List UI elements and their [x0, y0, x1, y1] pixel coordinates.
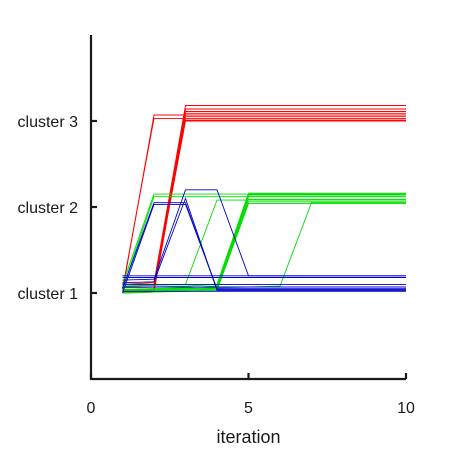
series-line-blue-22 — [122, 189, 406, 281]
series-line-green-15 — [122, 196, 406, 291]
x-tick-label: 0 — [87, 400, 96, 417]
series-line-red-7 — [122, 116, 406, 294]
ticks-layer: 0 5 10 cluster 1 cluster 2 cluster 3 — [18, 114, 415, 417]
series-line-green-10 — [122, 193, 406, 285]
series-line-red-1 — [122, 114, 406, 292]
series-line-green-11 — [122, 196, 406, 289]
y-tick-label: cluster 3 — [18, 114, 79, 131]
y-tick-label: cluster 2 — [18, 200, 79, 217]
series-line-green-13 — [122, 192, 406, 289]
series-line-blue-23 — [122, 197, 406, 291]
series-line-red-2 — [122, 117, 406, 289]
x-tick-label: 5 — [244, 400, 253, 417]
series-line-green-14 — [122, 194, 406, 291]
series-line-blue-24 — [122, 203, 406, 294]
x-axis-label: iteration — [216, 427, 280, 447]
x-tick-label: 10 — [397, 400, 415, 417]
y-tick-label: cluster 1 — [18, 286, 79, 303]
series-line-green-16 — [122, 198, 406, 292]
series-line-red-8 — [122, 119, 406, 291]
series-line-green-12 — [122, 199, 406, 287]
series-line-blue-25 — [122, 202, 406, 291]
series-layer — [122, 105, 406, 294]
series-line-red-5 — [122, 111, 406, 287]
